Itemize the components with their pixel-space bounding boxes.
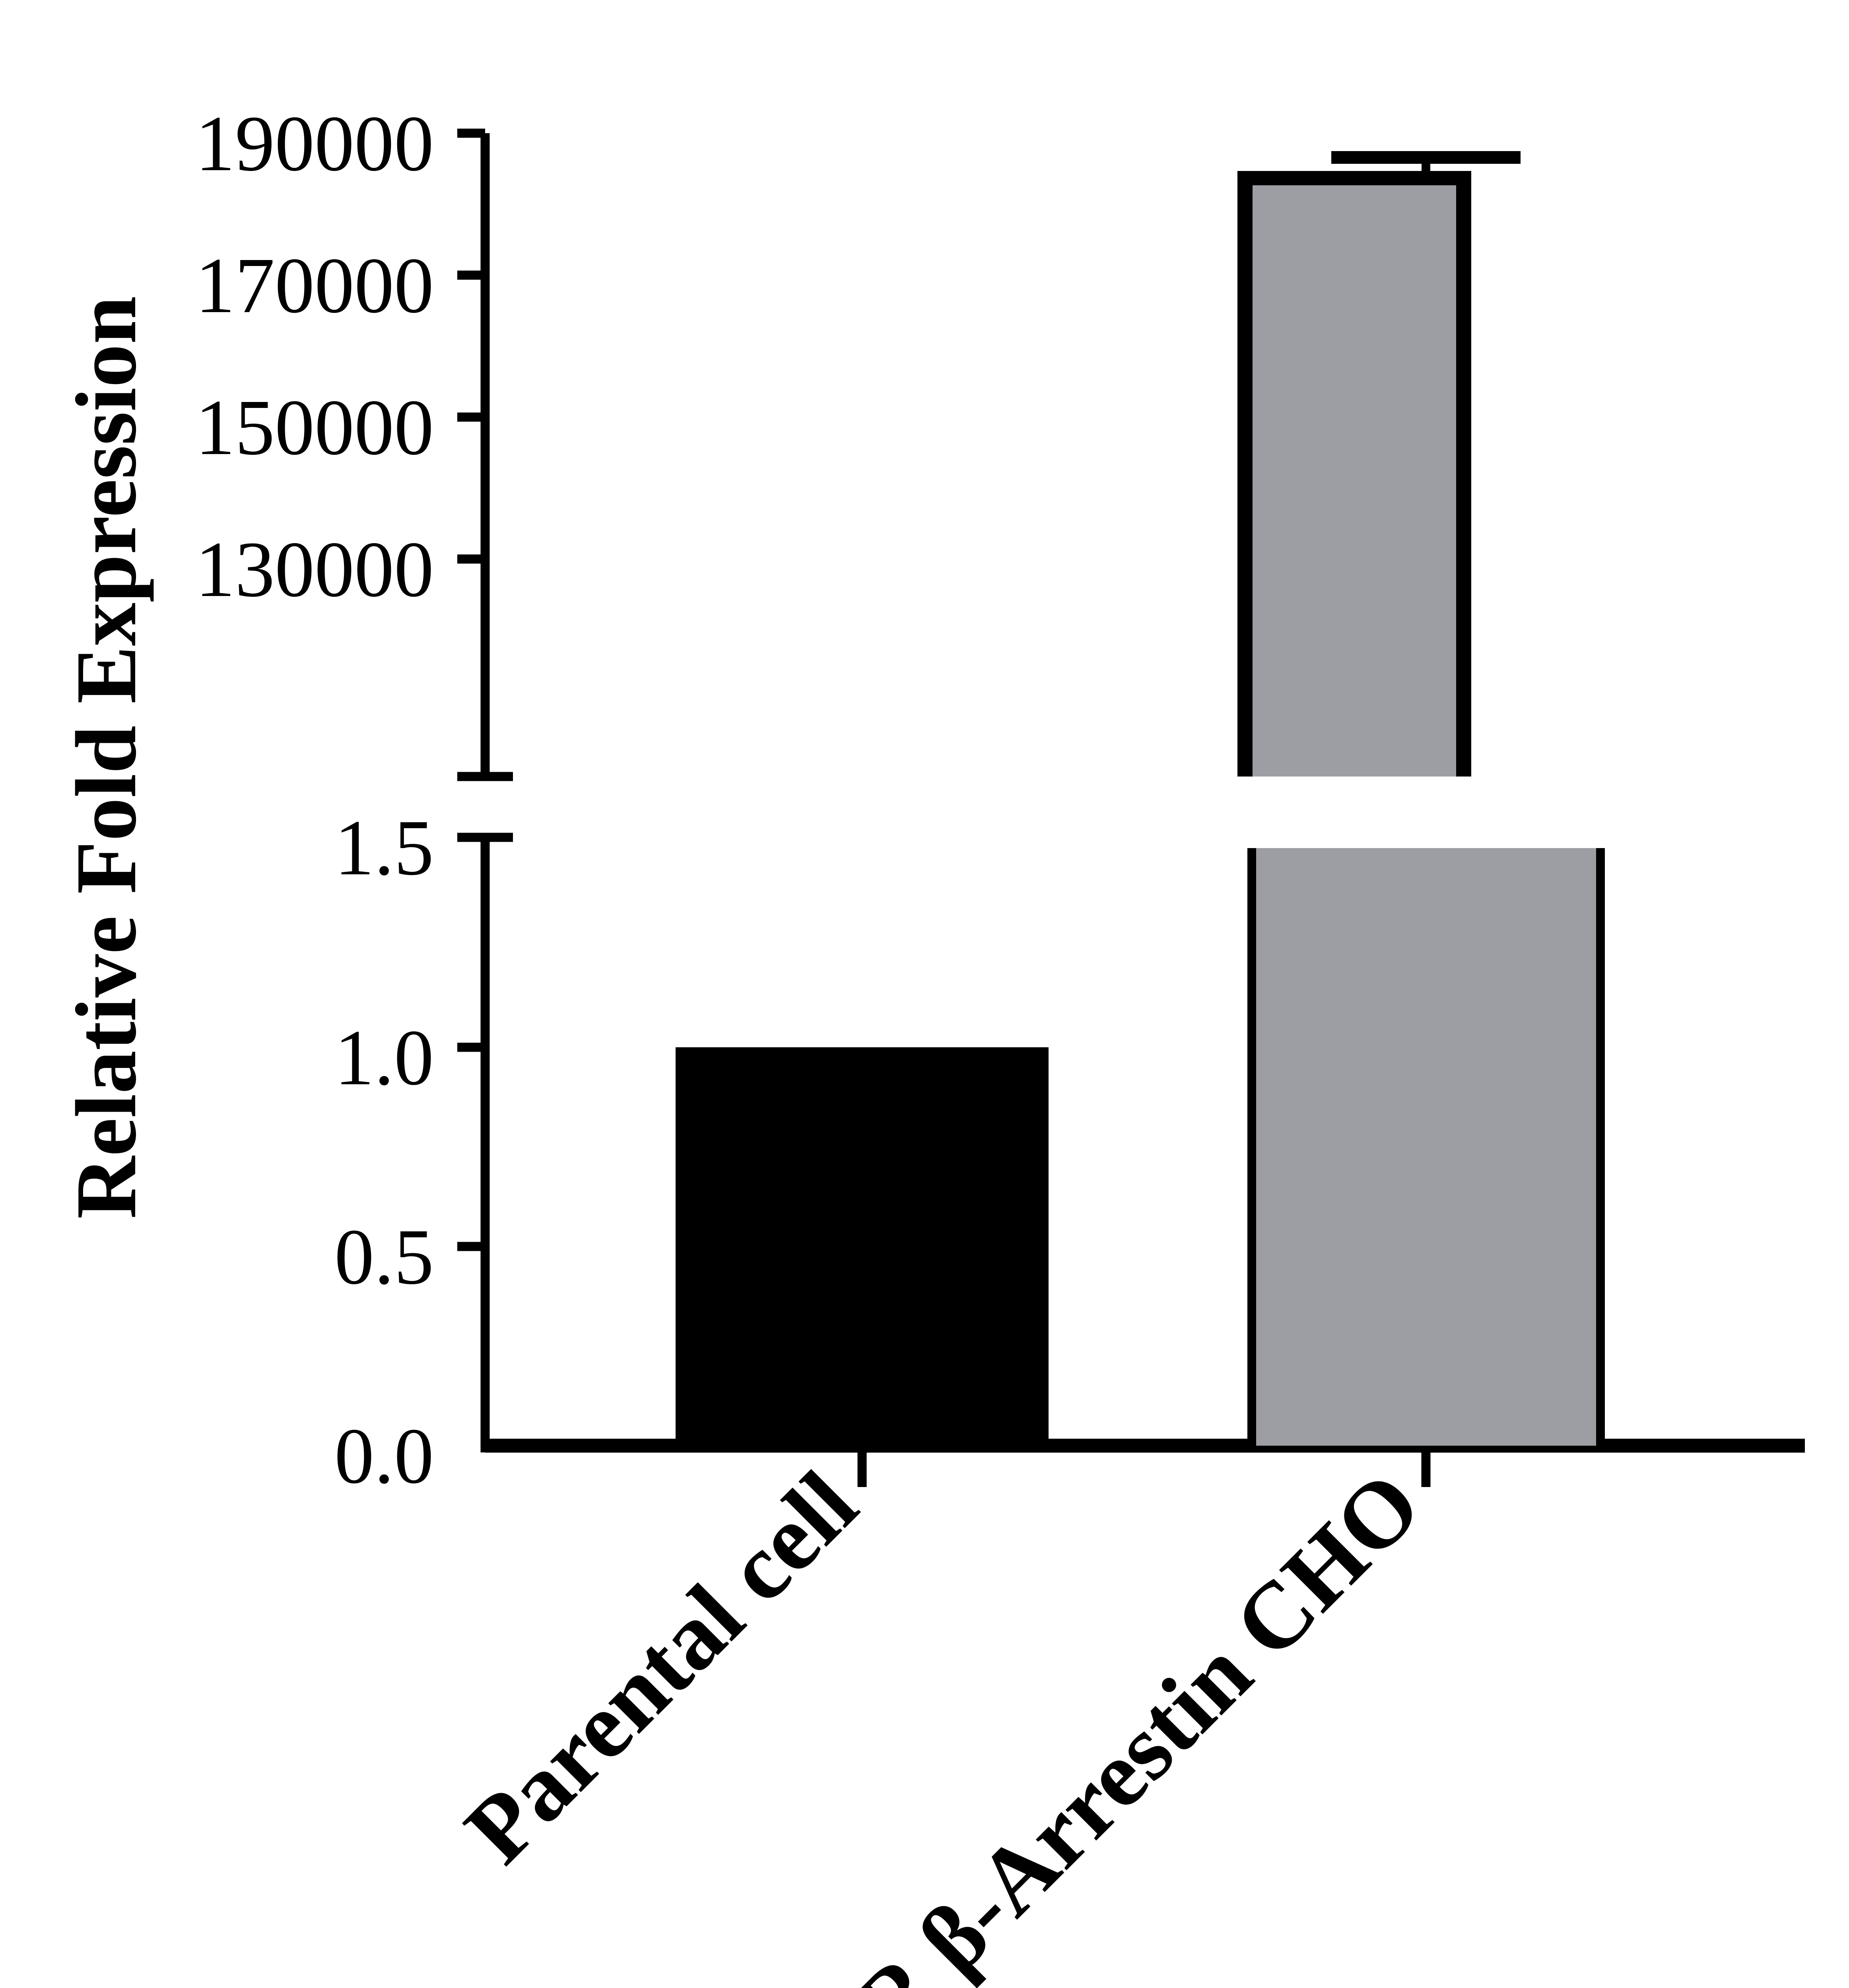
svg-text:1.5: 1.5: [334, 804, 434, 892]
svg-text:1.0: 1.0: [334, 1014, 434, 1102]
svg-text:0.0: 0.0: [334, 1412, 434, 1500]
svg-text:Relative Fold Expression: Relative Fold Expression: [58, 296, 154, 1219]
svg-text:130000: 130000: [195, 526, 434, 613]
svg-text:0.5: 0.5: [334, 1213, 434, 1301]
svg-text:190000: 190000: [195, 100, 434, 188]
svg-text:170000: 170000: [195, 242, 434, 330]
svg-text:150000: 150000: [195, 384, 434, 472]
